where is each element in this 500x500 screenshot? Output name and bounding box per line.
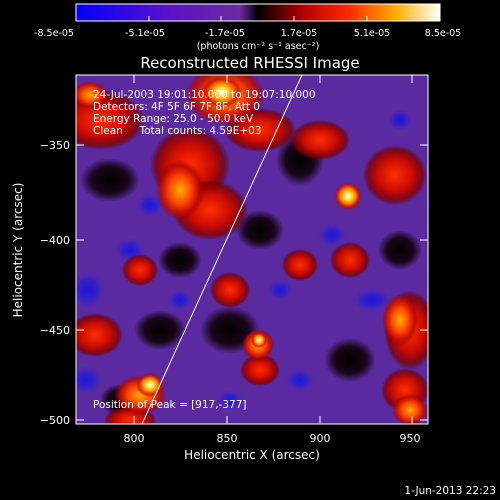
peak-position: Position of Peak = [917,-377] xyxy=(93,399,247,411)
y-axis-label: Heliocentric Y (arcsec) xyxy=(11,183,25,318)
y-tick-label: −350 xyxy=(40,139,70,152)
colorbar-tick-label: -8.5e-05 xyxy=(34,28,74,39)
y-tick-label: −500 xyxy=(40,414,70,427)
colorbar-ticks xyxy=(75,16,441,21)
colorbar-tick-label: 5.1e-05 xyxy=(354,28,390,39)
y-tick-label: −400 xyxy=(40,234,70,247)
footer-timestamp: 1-Jun-2013 22:23 xyxy=(404,485,496,497)
colorbar: -8.5e-05 -5.1e-05 -1.7e-05 1.7e-05 5.1e-… xyxy=(34,3,461,52)
image-map xyxy=(76,75,428,424)
colorbar-tick-label: 1.7e-05 xyxy=(281,28,317,39)
colorbar-frame xyxy=(75,3,441,22)
colorbar-gradient xyxy=(76,4,440,21)
info-detectors: Detectors: 4F 5F 6F 7F 8F, Att 0 xyxy=(93,101,260,113)
colorbar-tick-label: -5.1e-05 xyxy=(125,28,165,39)
x-tick-label: 850 xyxy=(217,432,238,445)
plot-frame xyxy=(75,74,429,425)
plot-axes xyxy=(75,74,429,425)
x-tick-label: 800 xyxy=(124,432,145,445)
x-tick-label: 900 xyxy=(310,432,331,445)
limb-line xyxy=(141,75,303,424)
colorbar-units: (photons cm⁻² s⁻¹ asec⁻²) xyxy=(197,41,320,52)
colorbar-tick-label: 8.5e-05 xyxy=(425,28,461,39)
info-clean-counts: Clean Total counts: 4.59E+03 xyxy=(93,125,262,137)
info-annotation: 24-Jul-2003 19:01:10.000 to 19:07:10.000… xyxy=(93,89,316,411)
plot-title: Reconstructed RHESSI Image xyxy=(140,54,359,72)
info-energy-range: Energy Range: 25.0 - 50.0 keV xyxy=(93,113,254,125)
colorbar-tick-label: -1.7e-05 xyxy=(205,28,245,39)
x-tick-label: 950 xyxy=(400,432,421,445)
info-time-range: 24-Jul-2003 19:01:10.000 to 19:07:10.000 xyxy=(93,89,316,101)
x-axis-label: Heliocentric X (arcsec) xyxy=(184,448,320,462)
y-tick-label: −450 xyxy=(40,324,70,337)
